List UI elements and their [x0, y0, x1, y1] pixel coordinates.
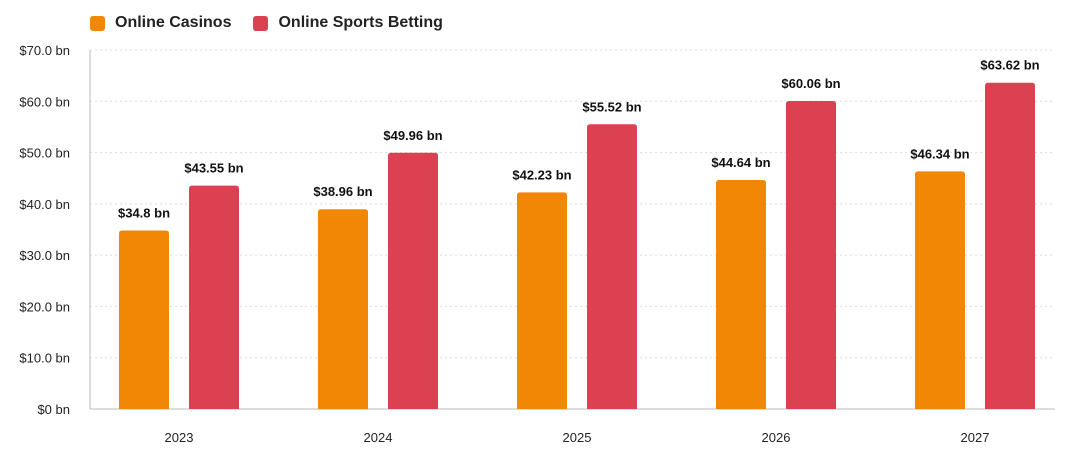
- data-label: $63.62 bn: [980, 58, 1039, 73]
- bar: [985, 82, 1035, 410]
- bar: [318, 209, 368, 409]
- legend-label: Online Casinos: [115, 14, 232, 31]
- legend-swatch-casinos: [90, 15, 105, 31]
- data-label: $55.52 bn: [582, 99, 641, 114]
- legend: Online Casinos Online Sports Betting: [90, 14, 443, 32]
- y-tick-label: $0 bn: [37, 402, 70, 417]
- x-tick-label: 2027: [961, 430, 990, 445]
- bar: [587, 124, 637, 409]
- y-tick-label: $70.0 bn: [19, 43, 70, 58]
- legend-swatch-sports-betting: [253, 15, 269, 31]
- legend-item-sports-betting[interactable]: Online Sports Betting: [253, 14, 443, 32]
- data-label: $42.23 bn: [512, 167, 571, 182]
- x-tick-label: 2026: [762, 430, 791, 445]
- y-tick-label: $20.0 bn: [19, 299, 70, 314]
- data-label: $46.34 bn: [910, 146, 969, 161]
- data-label: $43.55 bn: [184, 161, 243, 176]
- bar: [716, 180, 766, 409]
- bar: [915, 171, 965, 409]
- bar: [189, 185, 239, 409]
- data-label: $38.96 bn: [313, 184, 372, 199]
- data-label: $34.8 bn: [118, 206, 170, 221]
- data-label: $49.96 bn: [383, 128, 442, 143]
- y-tick-label: $30.0 bn: [19, 248, 70, 263]
- y-tick-label: $60.0 bn: [19, 94, 70, 109]
- x-tick-label: 2025: [563, 430, 592, 445]
- x-tick-label: 2023: [165, 430, 194, 445]
- legend-item-casinos[interactable]: Online Casinos: [90, 14, 231, 32]
- y-tick-label: $10.0 bn: [19, 351, 70, 366]
- bar: [388, 152, 438, 410]
- y-tick-label: $40.0 bn: [19, 197, 70, 212]
- x-tick-label: 2024: [364, 430, 393, 445]
- bar: [517, 192, 567, 409]
- bar: [786, 100, 836, 409]
- y-tick-label: $50.0 bn: [19, 146, 70, 161]
- data-label: $44.64 bn: [711, 155, 770, 170]
- bar: [119, 230, 169, 409]
- data-label: $60.06 bn: [781, 76, 840, 91]
- legend-label: Online Sports Betting: [278, 14, 443, 31]
